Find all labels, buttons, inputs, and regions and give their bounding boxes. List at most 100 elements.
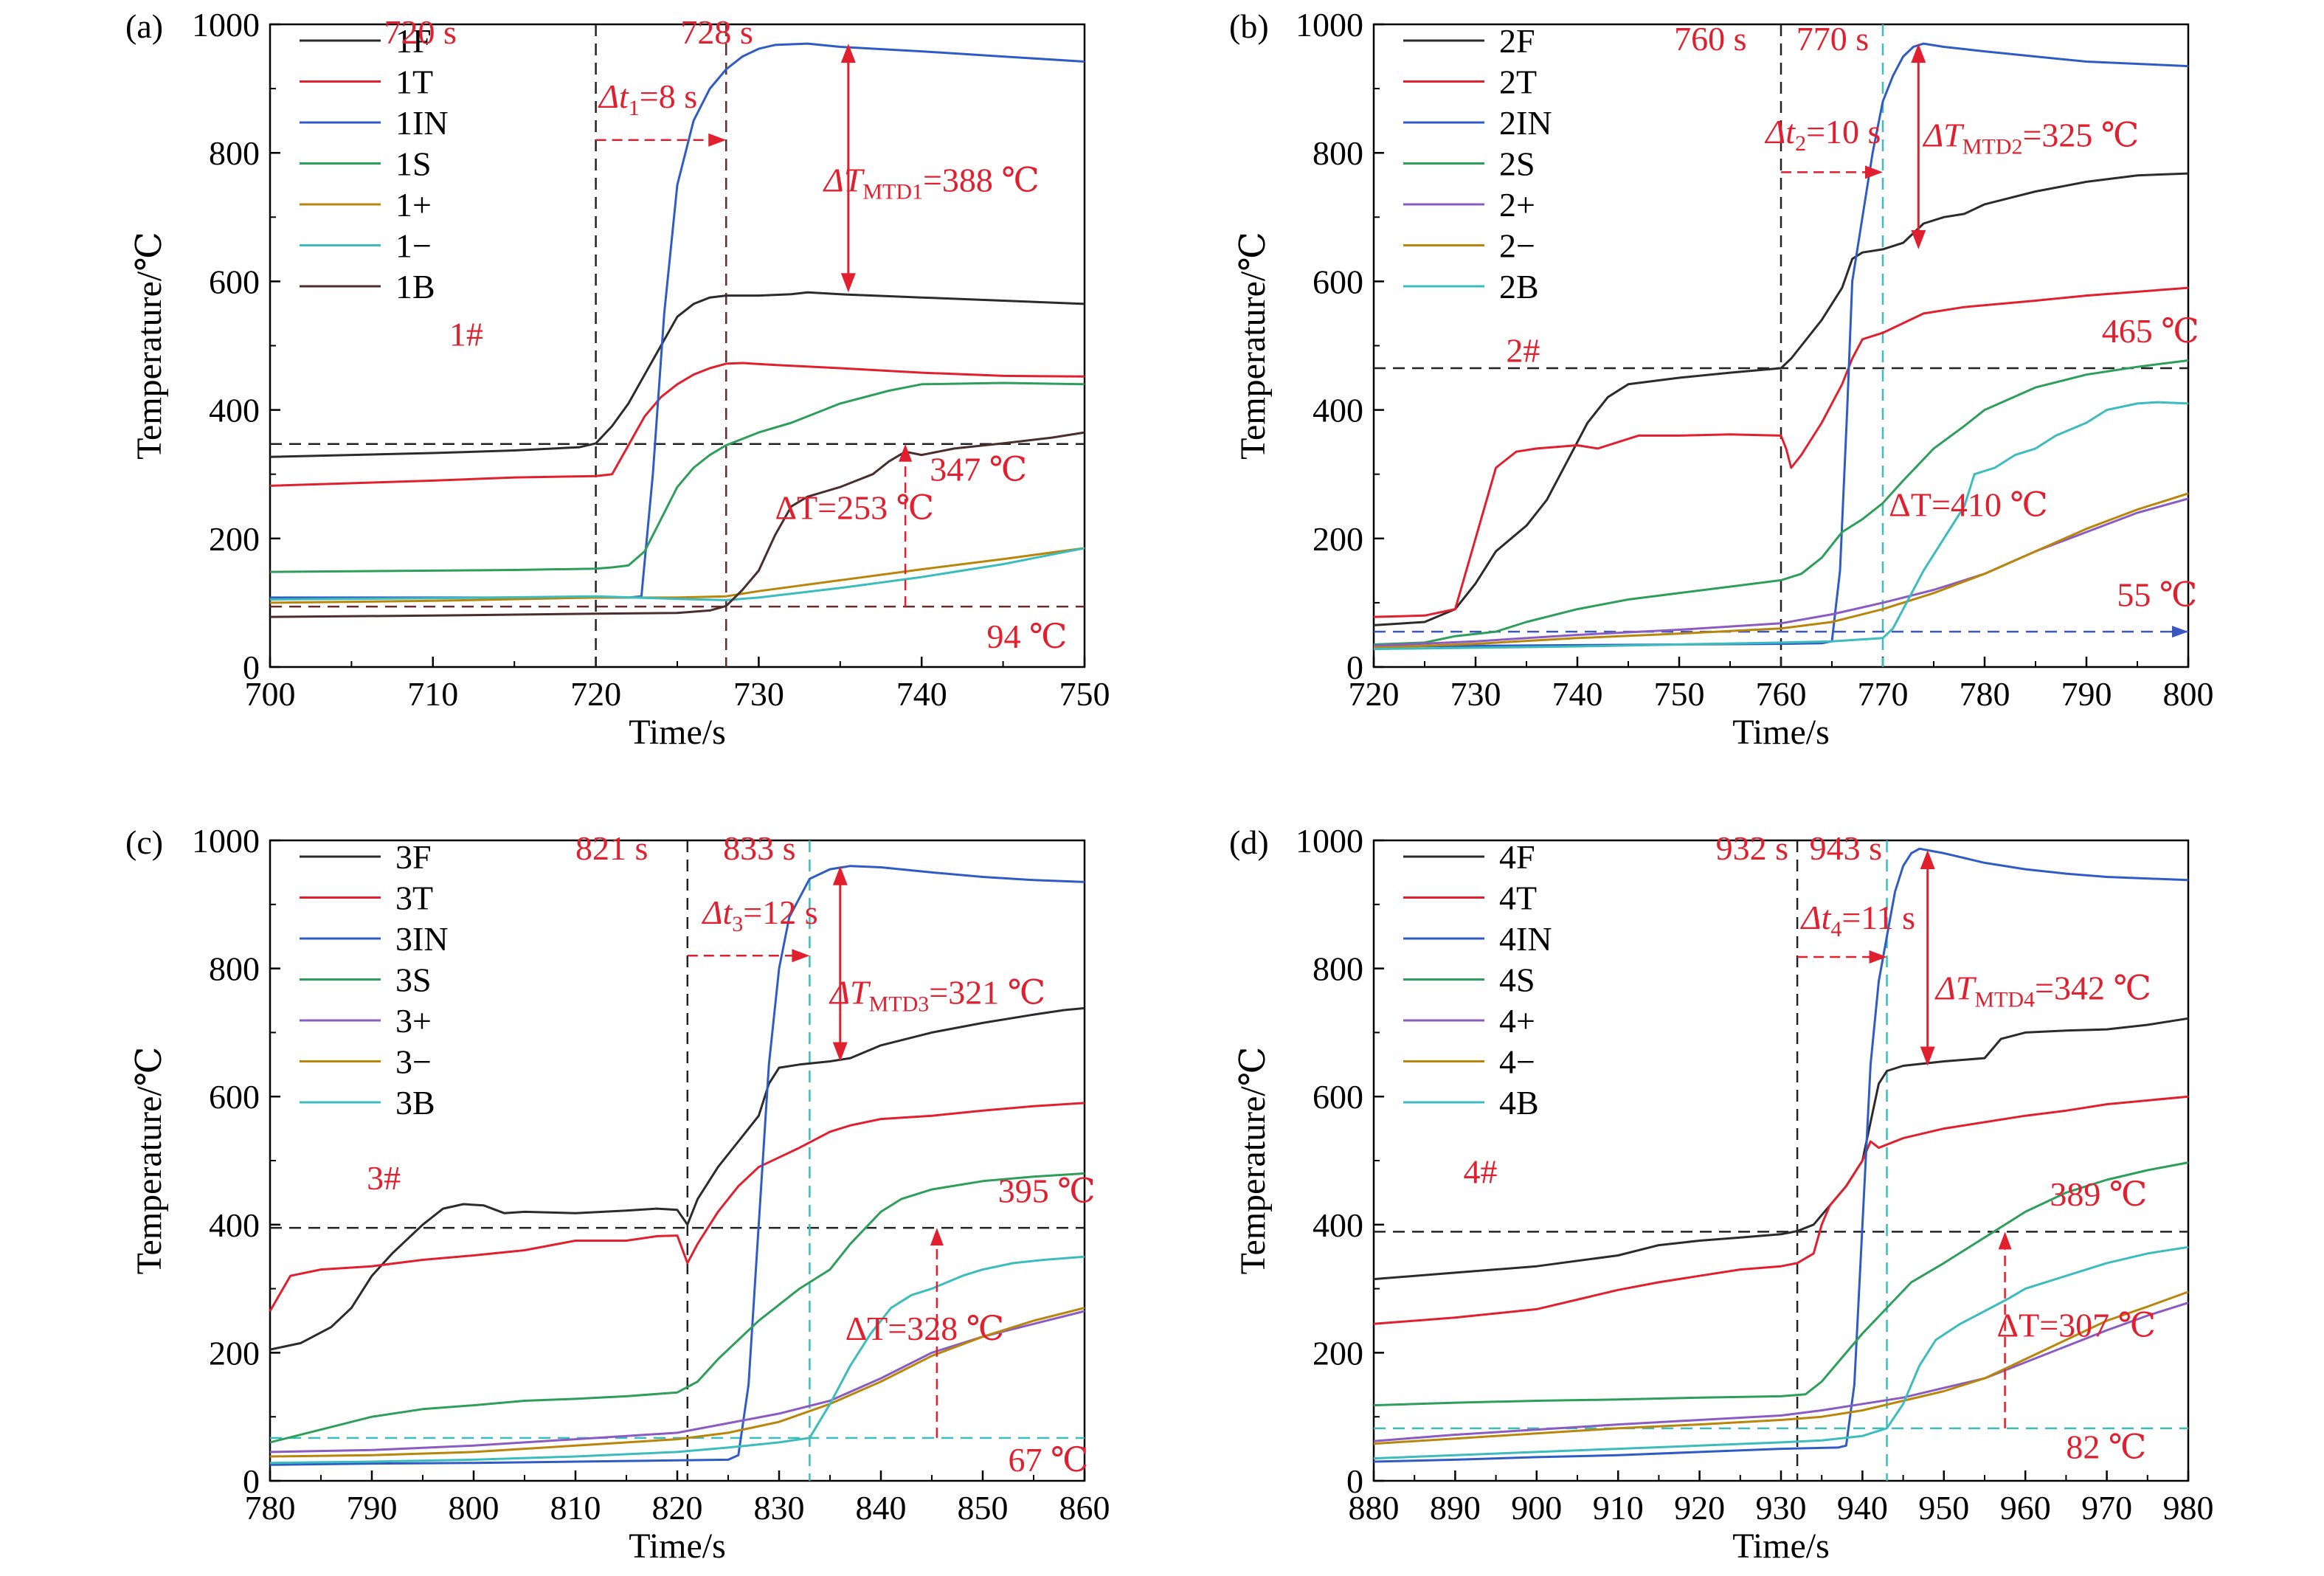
dT-arrow-head [1998, 1231, 2012, 1250]
y-tick-label: 600 [1313, 263, 1363, 300]
mtd-arrow-head-top [832, 865, 848, 885]
series-line-2− [1373, 492, 2189, 649]
series-line-2T [1373, 286, 2189, 618]
y-tick-label: 0 [243, 649, 260, 686]
mtd-value: =325 ℃ [2022, 116, 2139, 153]
series-line-4S [1373, 1161, 2189, 1407]
legend-label: 4+ [1499, 1002, 1535, 1040]
time-end-label: 728 s [680, 13, 753, 51]
x-axis-label: Time/s [629, 713, 726, 752]
panel-label: (c) [125, 823, 163, 861]
y-axis-label: Temperature/℃ [130, 232, 169, 460]
y-tick-label: 600 [209, 263, 260, 300]
series-line-1S [269, 381, 1085, 573]
x-tick-label: 700 [245, 675, 296, 713]
time-start-label: 932 s [1716, 829, 1788, 867]
legend-label: 1F [395, 22, 432, 60]
series-line-1T [269, 362, 1085, 487]
legend-label: 2B [1499, 268, 1539, 305]
y-tick-label: 0 [1346, 649, 1363, 686]
legend-label: 1T [395, 63, 433, 101]
series-line-4B [1373, 1245, 2189, 1460]
x-tick-label: 800 [2163, 675, 2214, 713]
mtd-value: =342 ℃ [2035, 969, 2151, 1006]
series-line-3IN [269, 865, 1085, 1466]
y-tick-label: 200 [1313, 520, 1363, 558]
series-line-2B [1373, 401, 2189, 651]
x-tick-label: 790 [347, 1489, 398, 1527]
x-tick-label: 780 [245, 1489, 296, 1527]
legend-label: 4B [1499, 1084, 1539, 1121]
x-tick-label: 720 [570, 675, 621, 713]
dT-label: ΔT=307 ℃ [1997, 1307, 2157, 1344]
dt-symbol: Δt [598, 77, 629, 115]
x-tick-label: 980 [2163, 1489, 2214, 1527]
dt-subscript: 3 [732, 912, 743, 936]
ref-high-label: 465 ℃ [2102, 312, 2199, 350]
series-line-4− [1373, 1290, 2189, 1445]
x-tick-label: 790 [2061, 675, 2112, 713]
x-tick-label: 950 [1918, 1489, 1969, 1527]
mtd-subscript: MTD2 [1962, 134, 2023, 159]
dT-arrow-head [930, 1228, 944, 1246]
panel-c: 780 790 800 810 820 830 840 850 860 0 200 400 600 800… [125, 822, 1110, 1566]
legend-label: 4T [1499, 879, 1537, 917]
mtd-subscript: MTD1 [862, 179, 923, 204]
legend-label: 2S [1499, 145, 1535, 183]
legend-label: 4F [1499, 838, 1535, 876]
ref-arrow-head [2172, 626, 2188, 638]
x-tick-label: 810 [550, 1489, 601, 1527]
series-line-1B [269, 431, 1085, 618]
panel-label: (b) [1229, 7, 1269, 45]
legend-label: 3IN [395, 920, 449, 958]
sample-label: 1# [449, 316, 483, 353]
series-line-4F [1373, 1017, 2189, 1281]
legend-label: 1− [395, 227, 432, 265]
series-line-2F [1373, 172, 2189, 626]
mtd-subscript: MTD3 [869, 992, 930, 1016]
x-tick-label: 910 [1593, 1489, 1644, 1527]
x-tick-label: 720 [1349, 675, 1400, 713]
legend-label: 2T [1499, 63, 1537, 101]
panel-a: 700 710 720 730 740 750 0 200 400 600 800 1000 Time/… [125, 6, 1110, 752]
dt-arrow-head [1869, 950, 1887, 964]
mtd-subscript: MTD4 [1974, 987, 2035, 1012]
dT-label: ΔT=253 ℃ [775, 489, 934, 527]
x-axis-label: Time/s [1732, 713, 1830, 752]
ref-high-label: 395 ℃ [998, 1172, 1096, 1209]
panel-label: (a) [125, 7, 163, 45]
x-tick-label: 730 [1450, 675, 1501, 713]
y-tick-label: 200 [209, 1334, 260, 1372]
series-line-1− [269, 547, 1085, 601]
panel-label: (d) [1229, 823, 1269, 861]
legend-label: 3B [395, 1084, 435, 1121]
series-line-2S [1373, 359, 2189, 646]
legend-label: 4IN [1499, 920, 1552, 958]
x-axis-label: Time/s [1732, 1527, 1830, 1566]
x-tick-label: 760 [1756, 675, 1807, 713]
y-axis-label: Temperature/℃ [1234, 1047, 1273, 1275]
x-tick-label: 970 [2081, 1489, 2132, 1527]
dt-value: =8 s [640, 77, 697, 115]
dt-arrow-head [708, 133, 727, 147]
y-tick-label: 600 [1313, 1078, 1363, 1116]
dt-label: Δt3=12 s [702, 894, 818, 936]
x-tick-label: 900 [1511, 1489, 1562, 1527]
time-start-label: 760 s [1674, 20, 1746, 58]
series-line-3B [269, 1255, 1085, 1465]
mtd-label: ΔTMTD2=325 ℃ [1922, 116, 2139, 159]
x-tick-label: 780 [1960, 675, 2010, 713]
y-tick-label: 200 [1313, 1334, 1363, 1372]
x-tick-label: 930 [1756, 1489, 1807, 1527]
x-tick-label: 740 [896, 675, 947, 713]
sample-label: 3# [367, 1159, 401, 1197]
mtd-arrow-head-top [840, 44, 856, 63]
x-tick-label: 770 [1858, 675, 1909, 713]
x-axis-label: Time/s [629, 1527, 726, 1566]
ref-high-label: 389 ℃ [2050, 1175, 2147, 1213]
x-tick-label: 750 [1654, 675, 1705, 713]
mtd-value: =321 ℃ [929, 973, 1045, 1011]
dt-symbol: Δt [702, 894, 733, 931]
x-tick-label: 890 [1430, 1489, 1481, 1527]
